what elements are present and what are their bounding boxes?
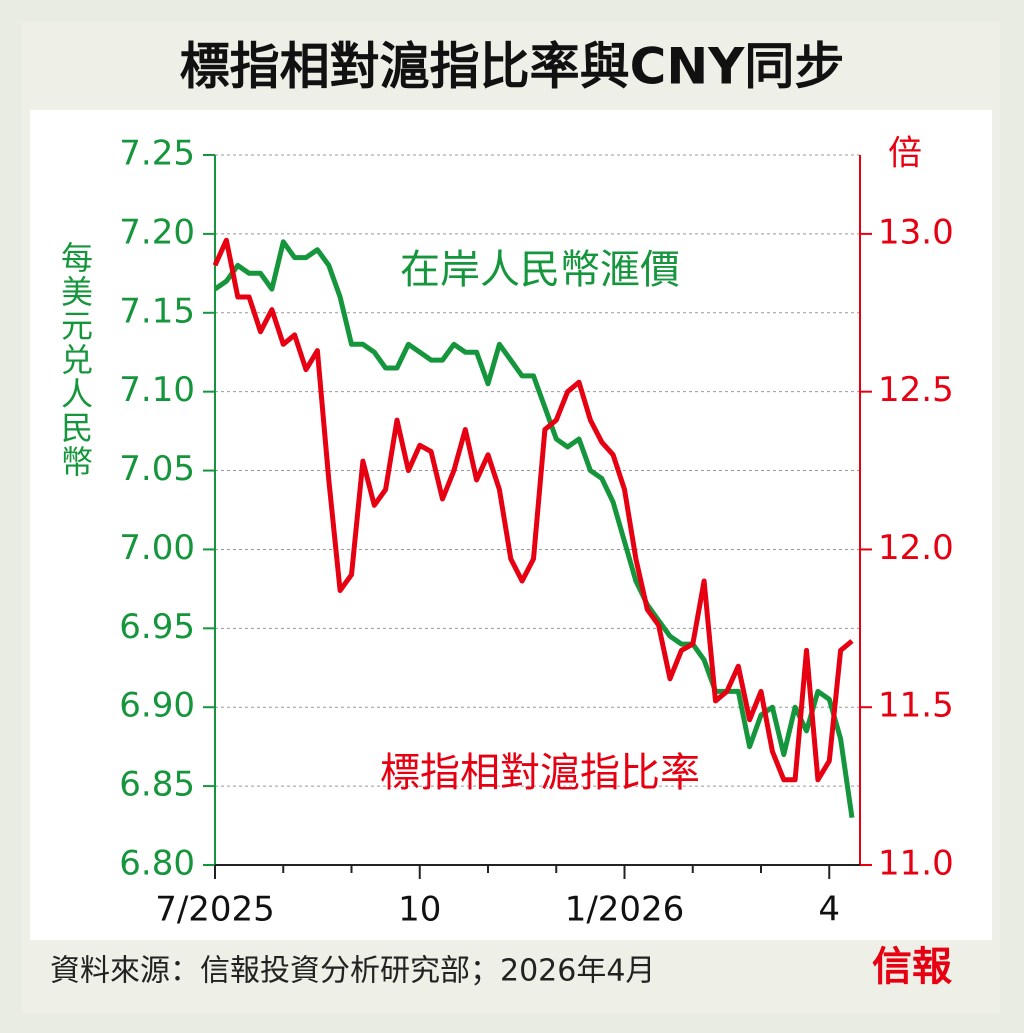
y-tick-label: 6.90 [119,686,195,726]
y-tick-label: 6.80 [119,844,195,884]
plot-panel [30,110,992,940]
y-tick-label: 7.15 [119,291,195,331]
x-tick-label: 4 [818,890,840,930]
y-tick-label: 6.95 [119,607,195,647]
x-tick-label: 10 [398,890,441,930]
y-tick-label: 7.00 [119,528,195,568]
logo: 信報 [872,943,952,990]
y-tick-label: 7.20 [119,212,195,252]
source: 資料來源：信報投資分析研究部；2026年4月 [50,954,655,989]
y2-axis-title: 倍 [888,134,922,174]
y-tick-label: 6.85 [119,765,195,805]
x-tick-label: 1/2026 [565,890,685,930]
y-tick-label: 7.10 [119,370,195,410]
y-axis-title: 每美元兑人民幣 [56,241,94,479]
y2-tick-label: 11.0 [878,844,954,884]
x-tick-label: 7/2025 [155,890,275,930]
series-line [212,237,854,783]
y-tick-label: 7.05 [119,449,195,489]
chart-title: 標指相對滬指比率與CNY同步 [180,38,845,96]
y2-tick-label: 13.0 [878,212,954,252]
y2-tick-label: 12.5 [878,370,954,410]
series-label: 標指相對滬指比率 [380,750,700,796]
series-line [213,239,855,819]
y2-tick-label: 11.5 [878,686,954,726]
y2-tick-label: 12.0 [878,528,954,568]
y-tick-label: 7.25 [119,134,195,174]
series-label: 在岸人民幣滙價 [400,247,680,293]
